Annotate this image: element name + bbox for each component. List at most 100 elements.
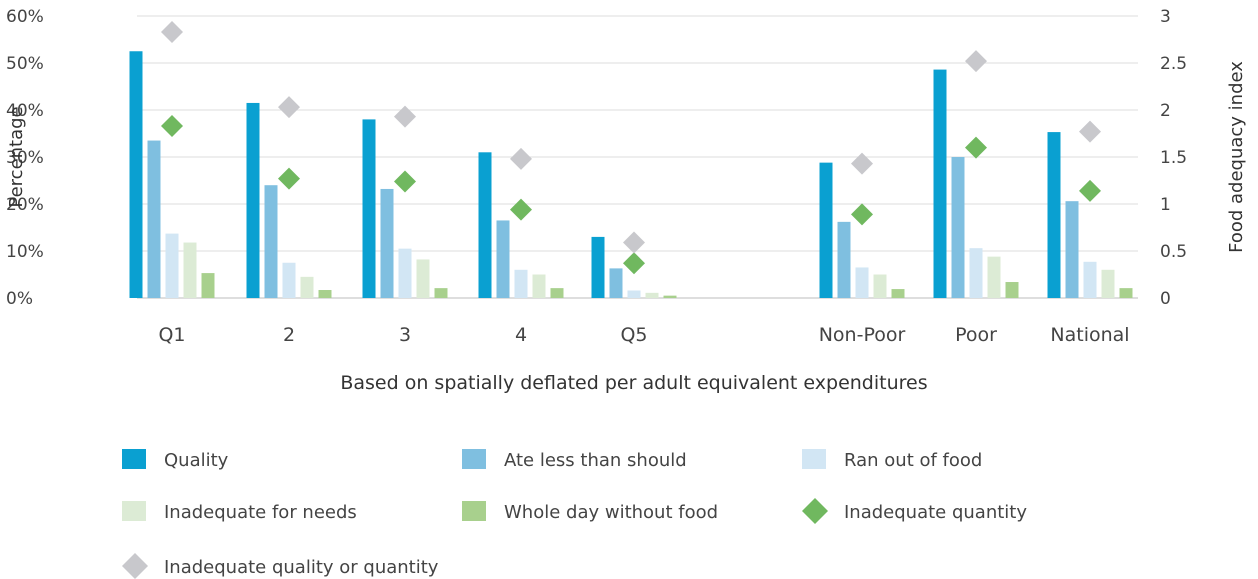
y2-tick-label: 0.5	[1160, 242, 1187, 262]
x-axis-title: Based on spatially deflated per adult eq…	[340, 372, 927, 394]
bar	[1005, 282, 1019, 298]
bar	[663, 295, 677, 298]
diamond-marker	[851, 152, 873, 175]
legend-swatch	[122, 501, 146, 521]
y-axis-ticks: 0% 10% 20% 30% 40% 50% 60%	[6, 7, 44, 309]
bar	[987, 256, 1001, 298]
diamond-marker	[161, 20, 183, 43]
diamond-marker	[161, 114, 183, 137]
y2-axis-title: Food adequacy index	[1226, 61, 1247, 253]
legend: Quality Ate less than should Ran out of fo…	[122, 449, 1027, 579]
bar	[434, 288, 448, 298]
bar	[514, 269, 528, 298]
y-tick-label: 20%	[6, 195, 44, 215]
category-label: 4	[515, 324, 527, 346]
y2-tick-label: 1	[1160, 195, 1171, 215]
bar	[1047, 132, 1061, 298]
bar	[855, 267, 869, 298]
y-axis-title: Percentage	[6, 106, 27, 207]
diamond-marker	[394, 105, 416, 128]
bar	[398, 248, 412, 298]
diamond-marker	[965, 136, 987, 159]
diamond-marker	[623, 252, 645, 275]
bar	[318, 290, 332, 298]
diamond-marker	[394, 170, 416, 193]
diamond-marker	[278, 96, 300, 119]
bar	[532, 274, 546, 298]
bars	[129, 51, 1133, 299]
y2-tick-label: 2	[1160, 101, 1171, 121]
bar	[873, 274, 887, 298]
bar	[1101, 269, 1115, 298]
bar	[627, 290, 641, 298]
bar	[933, 69, 947, 298]
bar	[1065, 201, 1079, 298]
category-label: Non-Poor	[819, 324, 906, 346]
bar	[300, 276, 314, 298]
bar	[969, 248, 983, 298]
bar	[362, 119, 376, 299]
diamond-marker	[278, 167, 300, 190]
y-tick-label: 60%	[6, 7, 44, 27]
bar	[165, 233, 179, 298]
legend-label: Ate less than should	[504, 450, 687, 471]
diamond-marker	[1079, 179, 1101, 202]
diamond-marker	[851, 203, 873, 226]
category-label: 3	[399, 324, 411, 346]
y-tick-label: 0%	[6, 289, 33, 309]
y2-tick-label: 0	[1160, 289, 1171, 309]
bar	[496, 220, 510, 298]
markers	[161, 20, 1101, 275]
bar	[183, 242, 197, 298]
diamond-marker	[510, 198, 532, 221]
bar	[282, 262, 296, 298]
bar	[201, 273, 215, 298]
gridlines	[137, 15, 1138, 299]
y-tick-label: 30%	[6, 148, 44, 168]
y2-tick-label: 2.5	[1160, 54, 1187, 74]
legend-label: Inadequate quantity	[844, 502, 1027, 523]
bar	[416, 259, 430, 298]
legend-label: Quality	[164, 450, 229, 471]
legend-swatch	[462, 449, 486, 469]
bar	[591, 236, 605, 298]
legend-swatch	[462, 501, 486, 521]
bar	[129, 51, 143, 298]
diamond-marker	[510, 147, 532, 170]
legend-swatch	[122, 449, 146, 469]
y-tick-label: 50%	[6, 54, 44, 74]
y2-axis-ticks: 0 0.5 1 1.5 2 2.5 3	[1160, 7, 1187, 309]
bar	[1083, 261, 1097, 298]
legend-swatch	[122, 553, 148, 579]
bar	[819, 162, 833, 298]
y-tick-label: 40%	[6, 101, 44, 121]
bar	[550, 288, 564, 298]
bar	[891, 289, 905, 298]
legend-label: Inadequate quality or quantity	[164, 557, 439, 578]
category-label: National	[1050, 324, 1129, 346]
diamond-marker	[965, 50, 987, 73]
category-label: 2	[283, 324, 295, 346]
category-label: Q5	[620, 324, 647, 346]
legend-swatch	[802, 498, 828, 524]
bar	[837, 221, 851, 298]
bar	[246, 102, 260, 298]
bar	[380, 188, 394, 298]
bar	[147, 140, 161, 298]
category-label: Poor	[955, 324, 997, 346]
bar	[609, 268, 623, 298]
bar	[645, 292, 659, 298]
bar	[264, 185, 278, 298]
bar	[478, 152, 492, 298]
y2-tick-label: 1.5	[1160, 148, 1187, 168]
legend-label: Whole day without food	[504, 502, 718, 523]
legend-label: Inadequate for needs	[164, 502, 357, 523]
legend-label: Ran out of food	[844, 450, 982, 471]
category-label: Q1	[158, 324, 185, 346]
bar	[951, 157, 965, 298]
category-labels: Q1 2 3 4 Q5 Non-Poor Poor National	[158, 324, 1129, 346]
legend-swatch	[802, 449, 826, 469]
y-tick-label: 10%	[6, 242, 44, 262]
y2-tick-label: 3	[1160, 7, 1171, 27]
